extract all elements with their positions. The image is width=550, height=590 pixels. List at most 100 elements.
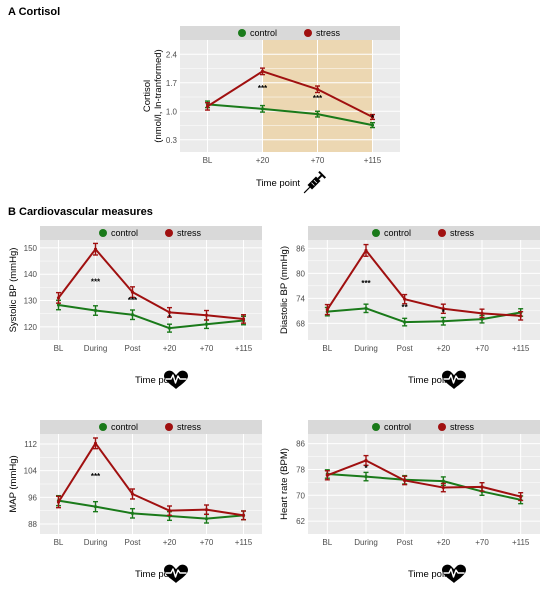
data-point xyxy=(204,517,209,521)
series-line-control xyxy=(327,307,521,324)
data-point xyxy=(56,303,61,307)
legend-marker-stress xyxy=(438,423,446,431)
y-axis-title: Heart rate (BPM) xyxy=(279,448,290,520)
series-line-control xyxy=(58,304,244,330)
y-tick-label: 0.3 xyxy=(166,136,178,145)
data-point xyxy=(241,513,246,517)
data-point xyxy=(403,320,407,324)
series-stress xyxy=(324,454,524,502)
panel-a-heading: A Cortisol xyxy=(8,6,60,18)
heart-pulse-icon xyxy=(164,564,188,583)
x-tick-label: +70 xyxy=(200,344,214,353)
data-point xyxy=(519,314,523,318)
data-point xyxy=(167,310,172,314)
y-tick-label: 88 xyxy=(28,520,37,529)
y-tick-label: 104 xyxy=(24,467,38,476)
x-tick-label: +115 xyxy=(512,538,530,547)
x-tick-label: +115 xyxy=(235,538,253,547)
y-tick-label: 68 xyxy=(296,319,305,328)
cortisol-chart: control stress 0.3 1.0 1.7 2.4 BL +20 +70 +115 Cor… xyxy=(142,26,400,194)
heartrate-chart: control stress 62 70 78 86 BL During Post +20 +70 +… xyxy=(279,420,540,583)
x-tick-label: +115 xyxy=(235,344,253,353)
series-line-stress xyxy=(326,249,521,317)
x-tick-label: +20 xyxy=(256,156,270,165)
x-tick-label: Post xyxy=(397,538,414,547)
legend-marker-control xyxy=(99,229,107,237)
data-point xyxy=(93,247,98,251)
data-point xyxy=(204,508,209,512)
legend-label-control: control xyxy=(384,228,411,238)
x-tick-label: During xyxy=(84,344,108,353)
data-point xyxy=(130,492,135,496)
y-tick-label: 1.7 xyxy=(166,79,178,88)
data-point xyxy=(167,509,172,513)
heart-pulse-icon xyxy=(442,370,466,389)
data-point xyxy=(364,474,368,479)
diastolic-chart: control stress 68 74 80 86 BL During Post +20 +70 +… xyxy=(279,226,540,389)
series-stress xyxy=(56,242,246,324)
data-point xyxy=(441,479,445,483)
legend-label-stress: stress xyxy=(177,422,202,432)
x-tick-label: Post xyxy=(397,344,414,353)
plot-area xyxy=(40,240,262,340)
data-point xyxy=(204,313,209,317)
data-point xyxy=(364,306,368,310)
y-axis-title: Systolic BP (mmHg) xyxy=(8,248,19,333)
data-point xyxy=(56,296,61,300)
significance-marker: * xyxy=(371,114,375,123)
data-point xyxy=(403,297,407,301)
data-point xyxy=(167,326,172,330)
x-tick-label: +70 xyxy=(311,156,325,165)
series-line-stress xyxy=(57,442,244,517)
series-line-stress xyxy=(326,459,521,498)
legend-marker-control xyxy=(372,229,380,237)
y-tick-label: 62 xyxy=(296,517,305,526)
y-tick-label: 1.0 xyxy=(166,107,178,116)
legend-marker-stress xyxy=(438,229,446,237)
legend-marker-control xyxy=(238,29,246,37)
data-point xyxy=(325,307,329,312)
significance-marker: * xyxy=(442,308,446,317)
y-tick-label: 86 xyxy=(296,440,305,449)
heart-pulse-icon xyxy=(442,564,466,583)
significance-marker: * xyxy=(364,464,368,473)
x-tick-label: During xyxy=(354,538,378,547)
x-tick-label: During xyxy=(84,538,108,547)
legend-marker-stress xyxy=(165,423,173,431)
legend-marker-stress xyxy=(304,29,312,37)
y-tick-label: 86 xyxy=(296,244,305,253)
significance-marker: ** xyxy=(402,303,409,312)
x-tick-label: +70 xyxy=(475,538,489,547)
legend-marker-stress xyxy=(165,229,173,237)
data-point xyxy=(364,248,368,253)
significance-marker: *** xyxy=(258,84,268,93)
data-point xyxy=(480,485,484,489)
data-point xyxy=(403,478,407,483)
legend-marker-control xyxy=(99,423,107,431)
syringe-icon xyxy=(303,170,327,194)
data-point xyxy=(93,441,98,445)
x-tick-label: Post xyxy=(124,538,141,547)
x-tick-label: During xyxy=(354,344,378,353)
legend-label-control: control xyxy=(384,422,411,432)
y-tick-label: 120 xyxy=(24,323,38,332)
y-axis-title: MAP (mmHg) xyxy=(8,455,19,512)
plot-area xyxy=(308,240,540,340)
legend-label-stress: stress xyxy=(450,228,475,238)
data-point xyxy=(205,104,210,108)
chart-panels: control stress 0.3 1.0 1.7 2.4 BL +20 +70 +115 Cor… xyxy=(8,26,540,583)
x-tick-label: +20 xyxy=(437,538,451,547)
significance-marker: *** xyxy=(313,94,323,103)
x-axis-title: Time point xyxy=(408,375,452,386)
series-line-control xyxy=(327,473,521,501)
legend-strip xyxy=(308,420,540,434)
x-axis-title: Time point xyxy=(408,569,452,580)
data-point xyxy=(480,317,484,321)
significance-marker: * xyxy=(168,313,172,322)
x-tick-label: +115 xyxy=(364,156,382,165)
y-tick-label: 112 xyxy=(24,440,37,449)
y-tick-label: 140 xyxy=(24,270,38,279)
series-line-control xyxy=(58,499,244,520)
significance-marker: *** xyxy=(128,296,138,305)
